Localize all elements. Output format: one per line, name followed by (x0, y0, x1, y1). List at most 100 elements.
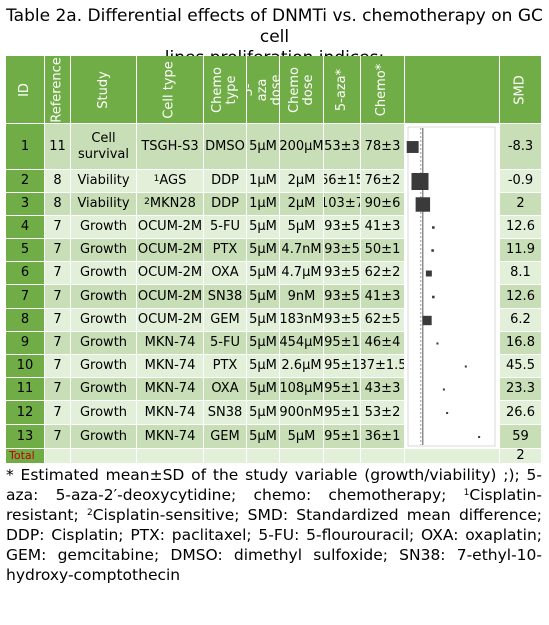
table-cell-ref: 8 (45, 193, 71, 216)
table-cell-chemo-dose: 4.7nM (280, 239, 324, 262)
table-cell-aza: 103±7 (324, 193, 361, 216)
total-row-cell (45, 449, 71, 464)
table-cell-chemo: 62±5 (361, 309, 405, 332)
table-cell-ref: 11 (45, 124, 71, 170)
table-cell-smd: 11.9 (500, 239, 542, 262)
table-cell-aza-dose: 5μM (247, 285, 280, 309)
header-aza-label: 5-aza* (334, 68, 349, 111)
table-cell-chemo-dose: 4.7μM (280, 262, 324, 285)
table-cell-aza: 93±5 (324, 285, 361, 309)
header-chemo-dose-label: Chemo dose (286, 66, 316, 113)
table-cell-ref: 7 (45, 309, 71, 332)
table-cell-id: 1 (6, 124, 45, 170)
header-ref-label: Reference (49, 56, 65, 123)
table-cell-chemo-type: SN38 (204, 401, 247, 425)
table-cell-aza: 95±1 (324, 401, 361, 425)
table-cell-aza-dose: 5μM (247, 262, 280, 285)
header-id-label: ID (16, 82, 32, 97)
table-cell-study: Growth (71, 425, 137, 449)
header-id: ID (6, 56, 45, 124)
table-cell-smd: 45.5 (500, 355, 542, 378)
table-cell-aza: 66±15 (324, 170, 361, 193)
table-cell-cell: MKN-74 (137, 401, 204, 425)
table-cell-study: Viability (71, 193, 137, 216)
table-cell-chemo-type: GEM (204, 425, 247, 449)
forest-point-10 (464, 365, 467, 368)
table-cell-ref: 7 (45, 401, 71, 425)
table-cell-smd: 23.3 (500, 378, 542, 401)
table-cell-cell: MKN-74 (137, 378, 204, 401)
table-cell-chemo: 46±4 (361, 332, 405, 355)
table-cell-aza-dose: 1μM (247, 170, 280, 193)
table-cell-chemo-dose: 108μM (280, 378, 324, 401)
table-cell-id: 9 (6, 332, 45, 355)
forest-point-8 (422, 315, 432, 326)
forest-point-1 (406, 141, 419, 153)
table-cell-ref: 7 (45, 425, 71, 449)
table-cell-aza: 93±5 (324, 216, 361, 239)
table-cell-aza: 93±5 (324, 239, 361, 262)
table-cell-chemo-dose: 2μM (280, 170, 324, 193)
table-cell-aza: 95±1 (324, 425, 361, 449)
table-cell-aza-dose: 5μM (247, 401, 280, 425)
forest-point-6 (425, 270, 432, 277)
table-cell-chemo-dose: 900nM (280, 401, 324, 425)
table-cell-id: 7 (6, 285, 45, 309)
table-cell-smd: 6.2 (500, 309, 542, 332)
table-cell-chemo: 41±3 (361, 216, 405, 239)
table-cell-chemo-type: OXA (204, 378, 247, 401)
table-cell-chemo: 76±2 (361, 170, 405, 193)
table-cell-cell: OCUM-2M (137, 239, 204, 262)
table-cell-chemo: 53±2 (361, 401, 405, 425)
table-cell-aza-dose: 5μM (247, 378, 280, 401)
table-cell-chemo-type: PTX (204, 355, 247, 378)
table-cell-aza-dose: 5μM (247, 216, 280, 239)
table-cell-chemo: 36±1 (361, 425, 405, 449)
table-cell-study: Growth (71, 285, 137, 309)
cell-type-text: MKN28 (149, 196, 196, 211)
total-row-cell (247, 449, 280, 464)
footnote-sup-2: 2 (86, 508, 93, 518)
table-cell-chemo-type: SN38 (204, 285, 247, 309)
table-cell-ref: 7 (45, 285, 71, 309)
table-cell-smd: 12.6 (500, 216, 542, 239)
footnote-sup-1: 1 (463, 488, 470, 498)
table-cell-id: 6 (6, 262, 45, 285)
header-aza-dose: 5-aza dose (247, 56, 280, 124)
table-cell-chemo-dose: 454μM (280, 332, 324, 355)
table-cell-study: Growth (71, 332, 137, 355)
table-cell-aza-dose: 5μM (247, 425, 280, 449)
table-cell-chemo-dose: 5μM (280, 216, 324, 239)
table-cell-cell: 2 MKN28 (137, 193, 204, 216)
footnote-part-3: Cisplatin-sensitive; SMD: Standardized m… (6, 506, 542, 584)
table-cell-chemo: 41±3 (361, 285, 405, 309)
header-study-label: Study (95, 70, 111, 109)
table-cell-smd: 59 (500, 425, 542, 449)
table-cell-chemo-dose: 2.6μM (280, 355, 324, 378)
table-cell-chemo-dose: 2μM (280, 193, 324, 216)
header-smd: SMD (500, 56, 542, 124)
table-cell-ref: 7 (45, 239, 71, 262)
table-cell-cell: OCUM-2M (137, 262, 204, 285)
footnote-part-1: * Estimated mean±SD of the study variabl… (6, 466, 542, 504)
table-cell-study: Viability (71, 170, 137, 193)
header-chemo-type: Chemo type (204, 56, 247, 124)
header-chemo-type-label: Chemo type (210, 66, 239, 113)
table-cell-ref: 7 (45, 216, 71, 239)
table-cell-aza-dose: 5μM (247, 355, 280, 378)
table-cell-chemo-type: DDP (204, 170, 247, 193)
table-cell-id: 10 (6, 355, 45, 378)
table-cell-aza-dose: 5μM (247, 332, 280, 355)
table-cell-id: 3 (6, 193, 45, 216)
table-cell-study: Growth (71, 216, 137, 239)
header-smd-label: SMD (512, 74, 528, 105)
table-cell-chemo-type: OXA (204, 262, 247, 285)
table-cell-chemo-dose: 9nM (280, 285, 324, 309)
table-cell-id: 12 (6, 401, 45, 425)
table-cell-aza-dose: 1μM (247, 193, 280, 216)
total-row-cell (324, 449, 361, 464)
total-row-cell (137, 449, 204, 464)
table-cell-smd: 8.1 (500, 262, 542, 285)
header-cell-label: Cell type (161, 60, 177, 119)
table-cell-study: Growth (71, 355, 137, 378)
